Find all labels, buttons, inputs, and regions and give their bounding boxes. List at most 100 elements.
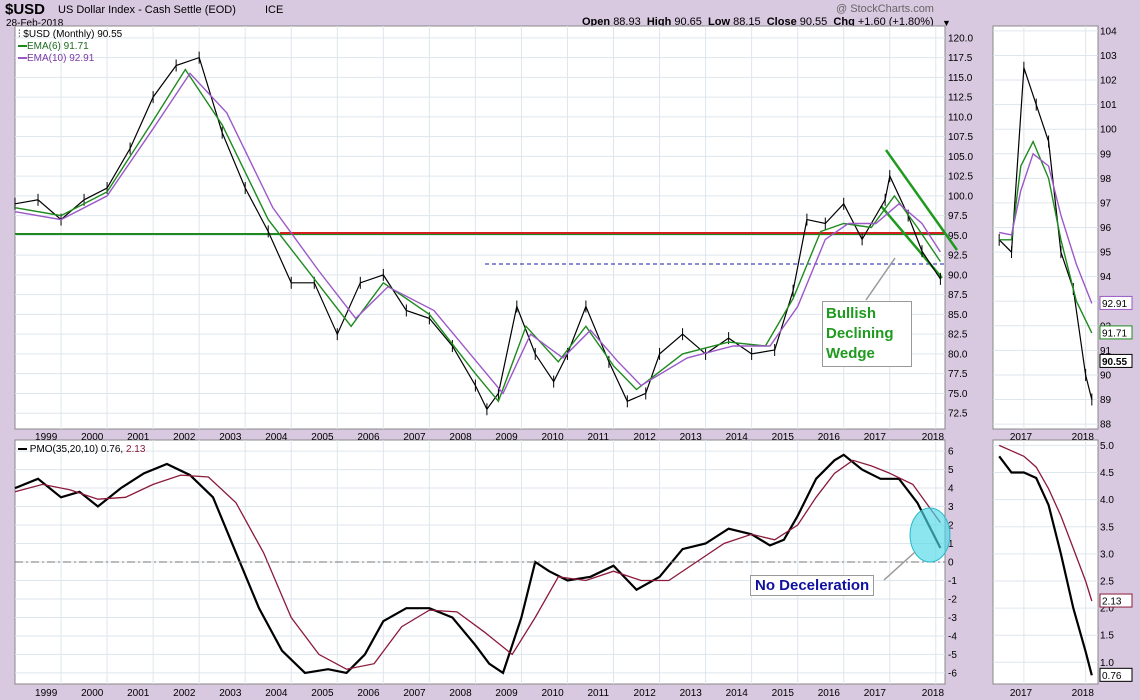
x-tick-label: 2001: [127, 432, 150, 443]
x-tick-label: 2003: [219, 432, 242, 443]
pmo-legend-text: PMO(35,20,10) 0.76,: [29, 444, 124, 455]
y-tick-label: 90: [1100, 370, 1112, 381]
y-tick-label: 4.0: [1100, 495, 1114, 506]
y-tick-label: -2: [948, 594, 957, 605]
y-tick-label: 95.0: [948, 231, 968, 242]
y-tick-label: 103: [1100, 51, 1117, 62]
line-swatch-icon: [18, 45, 27, 48]
last-value-pmo: 0.76: [1102, 671, 1122, 682]
pmo-signal-line: [14, 459, 941, 670]
y-tick-label: 3: [948, 502, 954, 513]
x-tick-label: 2000: [81, 432, 104, 443]
x-tick-label: 2018: [922, 432, 945, 443]
x-tick-label: 2007: [403, 432, 426, 443]
x-tick-label: 2007: [403, 688, 426, 699]
watermark: @ StockCharts.com: [836, 3, 934, 15]
x-tick-label: 2003: [219, 688, 242, 699]
y-tick-label: 1.0: [1100, 658, 1114, 669]
y-tick-label: 102.5: [948, 172, 973, 183]
tick-labels: 72.5 75.0 77.5 80.0 82.5 85.0 87.5 90.0 92.5 95.0…: [35, 26, 1133, 699]
x-tick-label: 2009: [495, 688, 518, 699]
y-tick-label: 96: [1100, 223, 1112, 234]
y-tick-label: 75.0: [948, 389, 968, 400]
open-label: Open: [582, 16, 611, 28]
legend-ema6: EMA(6) 91.71: [18, 41, 122, 53]
x-tick-label: 2017: [864, 432, 887, 443]
x-tick-label: 2005: [311, 432, 334, 443]
x-tick-label: 2008: [449, 688, 472, 699]
pmo-signal-text: 2.13: [125, 444, 146, 455]
y-tick-label: 2.5: [1100, 576, 1114, 587]
legend-price-text: $USD (Monthly) 90.55: [23, 29, 123, 40]
x-tick-label: 2008: [449, 432, 472, 443]
price-legend: ⫶ $USD (Monthly) 90.55 EMA(6) 91.71 EMA(…: [18, 29, 122, 65]
y-tick-label: 97: [1100, 198, 1112, 209]
x-tick-label: 2009: [495, 432, 518, 443]
y-tick-label: -6: [948, 668, 957, 679]
y-tick-label: 105.0: [948, 152, 973, 163]
y-tick-label: 92.5: [948, 251, 968, 262]
wedge-annotation: Bullish Declining Wedge: [822, 301, 912, 367]
y-tick-label: 95: [1100, 248, 1112, 259]
instrument-name: US Dollar Index - Cash Settle (EOD): [58, 4, 236, 16]
wedge-annotation-line: Declining: [826, 325, 894, 342]
last-value-box: [1099, 295, 1133, 310]
x-tick-label: 2004: [265, 432, 288, 443]
y-tick-label: 117.5: [948, 53, 973, 64]
x-tick-label: 2010: [541, 688, 564, 699]
y-tick-label: 3.0: [1100, 549, 1114, 560]
x-tick-label: 2012: [634, 432, 657, 443]
pmo-inset-panel: [992, 439, 1099, 685]
y-tick-label: 5.0: [1100, 441, 1114, 452]
last-value-box: [1099, 325, 1133, 340]
x-tick-label: 2014: [726, 688, 749, 699]
x-tick-label: 2016: [818, 688, 841, 699]
collapse-arrow-icon[interactable]: ▼: [942, 18, 951, 28]
y-tick-label: 1: [948, 539, 954, 550]
y-tick-label: 104: [1100, 26, 1117, 37]
y-tick-label: 72.5: [948, 409, 968, 420]
pmo-legend: PMO(35,20,10) 0.76, 2.13: [18, 444, 145, 455]
pmo-line: [998, 455, 1093, 676]
y-tick-label: 4: [948, 484, 954, 495]
x-tick-label: 2016: [818, 432, 841, 443]
x-tick-label: 2015: [772, 688, 795, 699]
y-tick-label: 5: [948, 465, 954, 476]
x-tick-label: 2017: [1010, 688, 1033, 699]
high-label: High: [646, 16, 672, 28]
last-value-box: [1099, 353, 1133, 368]
x-tick-label: 1999: [35, 688, 58, 699]
wedge-upper-line: [884, 149, 959, 251]
y-tick-label: 87.5: [948, 290, 968, 301]
legend-ema10: EMA(10) 92.91: [18, 53, 122, 65]
x-tick-label: 2018: [1072, 688, 1095, 699]
y-tick-label: -5: [948, 650, 957, 661]
last-value-signal: 2.13: [1102, 597, 1122, 608]
ema10-line: [14, 72, 941, 395]
y-tick-label: 100: [1100, 125, 1117, 136]
x-tick-label: 2011: [588, 688, 610, 699]
x-tick-label: 2006: [357, 688, 380, 699]
x-tick-label: 2004: [265, 688, 288, 699]
y-tick-label: 107.5: [948, 132, 973, 143]
low-value: 88.15: [733, 16, 761, 28]
deceleration-circle: [909, 507, 951, 563]
x-tick-label: 2001: [127, 688, 150, 699]
line-swatch-icon: [18, 448, 27, 451]
y-tick-label: 3.5: [1100, 522, 1114, 533]
x-tick-label: 2018: [922, 688, 945, 699]
symbol-title: $USD: [5, 1, 46, 18]
y-tick-label: 90.0: [948, 270, 968, 281]
y-tick-label: 6: [948, 447, 954, 458]
x-tick-label: 2012: [634, 688, 657, 699]
chg-label: Chg: [833, 16, 855, 28]
ema6-line: [14, 68, 941, 403]
legend-ema10-text: EMA(10) 92.91: [27, 53, 95, 64]
y-tick-label: 101: [1100, 100, 1117, 111]
y-tick-label: 89: [1100, 395, 1112, 406]
pmo-signal-line: [998, 444, 1093, 602]
x-tick-label: 2014: [726, 432, 749, 443]
x-tick-label: 2013: [680, 432, 703, 443]
x-tick-label: 2005: [311, 688, 334, 699]
